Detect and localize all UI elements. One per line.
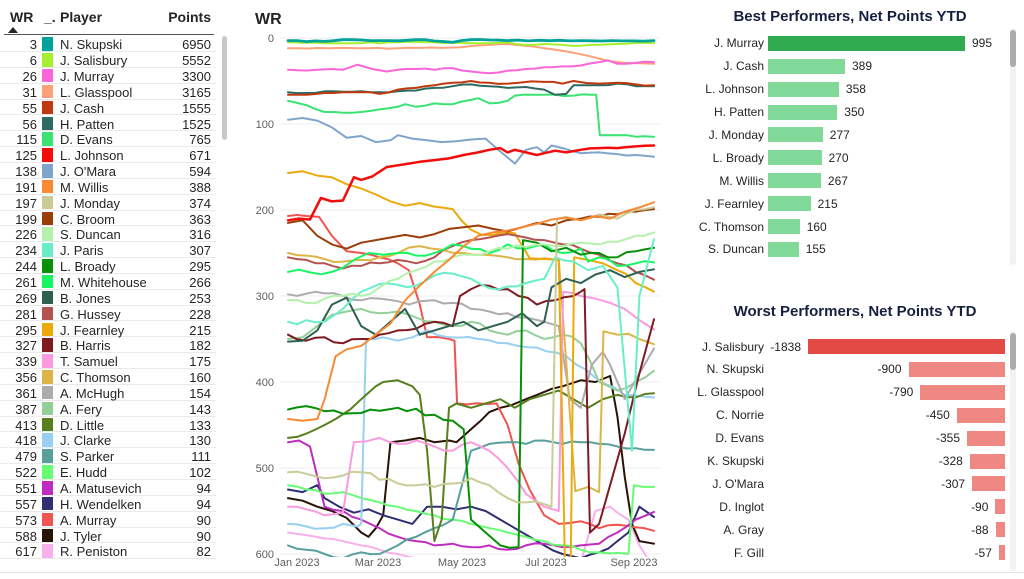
svg-text:May 2023: May 2023 [438, 557, 486, 569]
svg-text:Sep 2023: Sep 2023 [610, 557, 657, 569]
svg-text:Jul 2023: Jul 2023 [525, 557, 567, 569]
svg-text:Jan 2023: Jan 2023 [274, 557, 319, 569]
svg-text:0: 0 [268, 33, 274, 45]
svg-text:600: 600 [256, 549, 274, 561]
svg-text:WR: WR [255, 11, 282, 28]
svg-text:400: 400 [256, 377, 274, 389]
svg-text:500: 500 [256, 463, 274, 475]
svg-text:200: 200 [256, 205, 274, 217]
svg-text:300: 300 [256, 291, 274, 303]
svg-text:Mar 2023: Mar 2023 [355, 557, 401, 569]
svg-text:100: 100 [256, 119, 274, 131]
